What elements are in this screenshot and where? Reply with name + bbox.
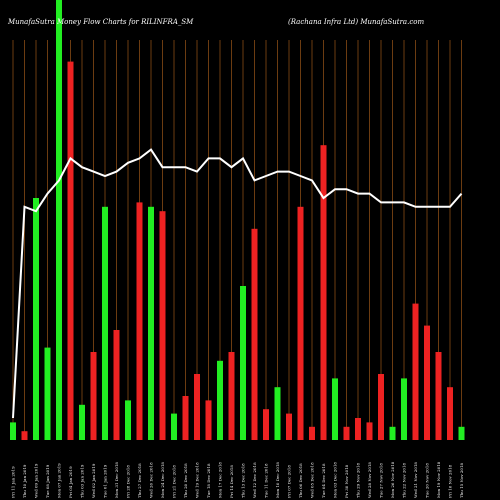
x-tick-label: Tue 11 Dec 2018 (264, 463, 269, 498)
flow-bar (309, 426, 315, 440)
x-tick-label: Thu 13 Dec 2018 (241, 463, 246, 498)
flow-bar (435, 352, 442, 440)
flow-bar (263, 409, 269, 440)
flow-bar (136, 202, 143, 440)
x-tick-label: Tue 27 Nov 2018 (379, 463, 384, 498)
x-tick-label: Mon 17 Dec 2018 (218, 462, 223, 498)
flow-bar (113, 330, 120, 440)
flow-bar (320, 145, 327, 440)
flow-bar (378, 374, 384, 440)
flow-bar (33, 198, 39, 440)
flow-bar (21, 431, 28, 440)
x-tick-label: Tue 20 Nov 2018 (425, 463, 430, 498)
flow-bar (447, 387, 453, 440)
x-tick-label: Fri 11 Jan 2019 (11, 466, 16, 498)
x-tick-label: Thu 22 Nov 2018 (402, 462, 407, 498)
flow-bar (67, 61, 74, 440)
flow-bar (274, 387, 281, 440)
flow-bar (297, 206, 304, 440)
x-tick-label: Thu 10 Jan 2019 (22, 464, 27, 498)
flow-bar (159, 211, 166, 440)
x-tick-label: Fri 30 Nov 2018 (344, 464, 349, 498)
x-tick-label: Fri 28 Dec 2018 (126, 465, 131, 498)
x-tick-label: Fri 07 Dec 2018 (287, 465, 292, 498)
x-tick-label: Thu 27 Dec 2018 (137, 463, 142, 498)
flow-bar (125, 400, 131, 440)
flow-bar (182, 396, 189, 440)
x-axis-labels: Fri 11 Jan 2019 Thu 10 Jan 2019 Wed 09 Jan… (11, 461, 465, 498)
x-tick-label: Wed 05 Dec 2018 (310, 462, 315, 498)
flow-bar (355, 418, 361, 440)
x-tick-label: Thu 06 Dec 2018 (298, 463, 303, 498)
chart-title-left: MunafaSutra Money Flow Charts for RILINF… (7, 18, 194, 26)
chart-title-right: (Rachana Infra Ltd) MunafaSutra.com (288, 18, 424, 26)
flow-bar (90, 352, 97, 440)
flow-bar (240, 286, 246, 440)
x-tick-label: Tue 01 Jan 2019 (103, 464, 108, 498)
flow-bar (401, 378, 407, 440)
flow-bar (102, 206, 108, 440)
flow-bar (148, 206, 154, 440)
x-tick-label: Wed 02 Jan 2019 (91, 463, 96, 498)
flow-bar (343, 426, 350, 440)
flow-bar (79, 404, 85, 440)
x-tick-label: Wed 19 Dec 2018 (195, 462, 200, 498)
flow-bar (458, 426, 465, 440)
flow-bar (171, 413, 177, 440)
x-tick-label: Mon 10 Dec 2018 (275, 462, 280, 498)
grid-lines (12, 40, 462, 440)
flow-bar (217, 360, 223, 440)
bars (10, 0, 465, 440)
x-tick-label: Thu 29 Nov 2018 (356, 462, 361, 498)
x-tick-label: Thu 03 Jan 2019 (80, 464, 85, 498)
flow-bar (56, 0, 62, 440)
x-tick-label: Wed 26 Dec 2018 (149, 462, 154, 498)
x-tick-label: Wed 12 Dec 2018 (252, 462, 257, 498)
x-tick-label: Tue 18 Dec 2018 (206, 463, 211, 498)
x-tick-label: Thu 20 Dec 2018 (183, 463, 188, 498)
flow-bar (205, 400, 212, 440)
flow-bar (389, 426, 396, 440)
flow-bar (412, 303, 419, 440)
x-tick-label: Thu 15 Nov 2018 (459, 462, 464, 498)
flow-bar (228, 352, 235, 440)
x-tick-label: Fri 04 Jan 2019 (68, 466, 73, 498)
flow-bar (286, 413, 292, 440)
x-tick-label: Fri 14 Dec 2018 (229, 465, 234, 498)
flow-bar (366, 422, 373, 440)
x-tick-label: Tue 08 Jan 2019 (45, 464, 50, 498)
x-tick-label: Fri 16 Nov 2018 (448, 464, 453, 498)
x-tick-label: Mon 26 Nov 2018 (390, 461, 395, 498)
flow-bar (424, 325, 430, 440)
flow-bar (194, 374, 200, 440)
x-tick-label: Tue 04 Dec 2018 (321, 463, 326, 498)
x-tick-label: Wed 09 Jan 2019 (34, 463, 39, 498)
x-tick-label: Wed 28 Nov 2018 (367, 462, 372, 498)
flow-bar (251, 228, 258, 440)
x-tick-label: Mon 03 Dec 2018 (333, 462, 338, 498)
flow-line (12, 148, 463, 419)
flow-bar (332, 378, 338, 440)
x-tick-label: Wed 21 Nov 2018 (413, 462, 418, 498)
flow-bar (44, 347, 51, 440)
flow-line-path (12, 148, 463, 419)
x-tick-label: Fri 21 Dec 2018 (172, 465, 177, 498)
x-tick-label: Mon 07 Jan 2019 (57, 463, 62, 498)
flow-bar (10, 422, 16, 440)
x-tick-label: Mon 31 Dec 2018 (114, 462, 119, 498)
x-tick-label: Mon 24 Dec 2018 (160, 462, 165, 498)
x-tick-label: Mon 19 Nov 2018 (436, 461, 441, 498)
